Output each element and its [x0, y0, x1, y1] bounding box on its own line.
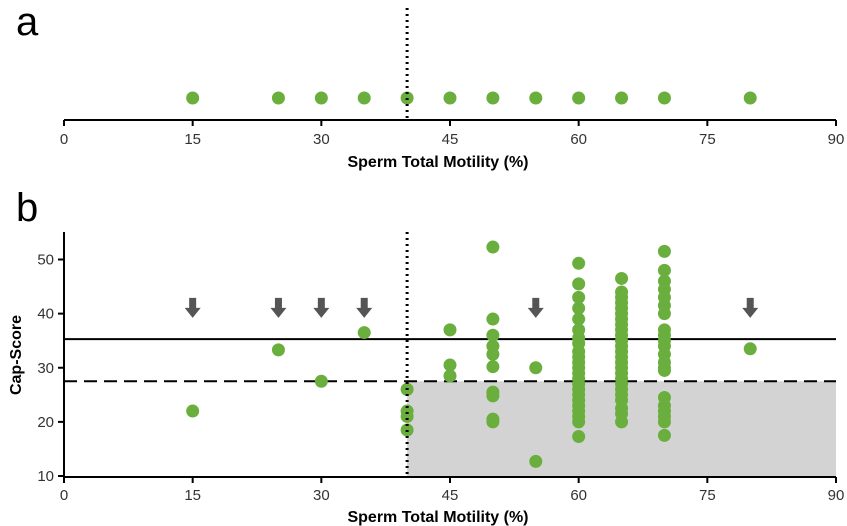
- panel-b-label: b: [16, 186, 38, 230]
- x-tick-label: 0: [60, 487, 68, 504]
- panel-b: b 0 15 30 45 60 75 90 10 20 30 40 50 Sperm Total M…: [8, 186, 844, 526]
- panel-a-points: [186, 91, 757, 105]
- data-point: [657, 428, 671, 442]
- arrow-down-icon: [184, 297, 201, 318]
- arrow-down-icon: [270, 297, 287, 318]
- data-point: [357, 91, 371, 105]
- data-point: [615, 91, 629, 105]
- x-tick-label: 90: [828, 487, 845, 504]
- data-point: [271, 91, 285, 105]
- panel-b-points: [186, 240, 757, 468]
- panel-a-x-axis-title: Sperm Total Motility (%): [347, 154, 528, 171]
- data-point: [657, 91, 671, 105]
- y-tick-label: 20: [37, 414, 54, 431]
- data-point: [657, 415, 671, 429]
- data-point: [186, 404, 200, 418]
- data-point: [743, 91, 757, 105]
- data-point: [443, 358, 457, 372]
- data-point: [443, 91, 457, 105]
- data-point: [400, 423, 414, 437]
- data-point: [486, 328, 500, 342]
- x-tick-label: 0: [60, 131, 68, 148]
- data-point: [486, 312, 500, 326]
- data-point: [657, 263, 671, 277]
- data-point: [657, 244, 671, 258]
- panel-a-x-ticks: 0 15 30 45 60 75 90: [60, 120, 845, 148]
- data-point: [486, 91, 500, 105]
- x-tick-label: 30: [313, 487, 330, 504]
- y-tick-label: 10: [37, 468, 54, 485]
- data-point: [657, 307, 671, 321]
- panel-b-x-ticks: 0 15 30 45 60 75 90: [60, 477, 845, 504]
- data-point: [314, 91, 328, 105]
- x-tick-label: 90: [828, 131, 845, 148]
- x-tick-label: 30: [313, 131, 330, 148]
- data-point: [486, 389, 500, 403]
- x-tick-label: 15: [184, 131, 201, 148]
- x-tick-label: 60: [570, 487, 587, 504]
- data-point: [486, 415, 500, 429]
- x-tick-label: 15: [184, 487, 201, 504]
- data-point: [357, 326, 371, 340]
- x-tick-label: 75: [699, 487, 716, 504]
- data-point: [529, 454, 543, 468]
- y-tick-label: 30: [37, 360, 54, 377]
- data-point: [486, 347, 500, 361]
- x-tick-label: 75: [699, 131, 716, 148]
- data-point: [314, 374, 328, 388]
- panel-a: a 0 15 30 45 60 75 90 Sperm Total Motility (%): [16, 0, 844, 171]
- panel-b-y-axis-title: Cap-Score: [8, 315, 25, 395]
- arrow-down-icon: [742, 297, 759, 318]
- arrow-down-icon: [356, 297, 373, 318]
- data-point: [572, 312, 586, 326]
- data-point: [529, 91, 543, 105]
- panel-b-x-axis-title: Sperm Total Motility (%): [347, 509, 528, 526]
- data-point: [400, 409, 414, 423]
- data-point: [615, 415, 629, 429]
- data-point: [486, 360, 500, 374]
- y-tick-label: 50: [37, 252, 54, 269]
- arrow-down-icon: [527, 297, 544, 318]
- x-tick-label: 60: [570, 131, 587, 148]
- panel-b-y-ticks: 10 20 30 40 50: [37, 252, 64, 485]
- data-point: [572, 91, 586, 105]
- x-tick-label: 45: [442, 487, 459, 504]
- data-point: [657, 363, 671, 377]
- data-point: [572, 256, 586, 270]
- data-point: [186, 91, 200, 105]
- panel-b-arrows: [184, 297, 759, 318]
- data-point: [443, 323, 457, 337]
- y-tick-label: 40: [37, 306, 54, 323]
- data-point: [572, 301, 586, 315]
- data-point: [271, 343, 285, 357]
- data-point: [572, 429, 586, 443]
- panel-a-label: a: [16, 0, 39, 44]
- data-point: [615, 271, 629, 285]
- arrow-down-icon: [313, 297, 330, 318]
- data-point: [572, 277, 586, 291]
- data-point: [529, 361, 543, 375]
- data-point: [743, 342, 757, 356]
- x-tick-label: 45: [442, 131, 459, 148]
- data-point: [486, 240, 500, 254]
- data-point: [572, 415, 586, 429]
- data-point: [443, 369, 457, 383]
- data-point: [572, 290, 586, 304]
